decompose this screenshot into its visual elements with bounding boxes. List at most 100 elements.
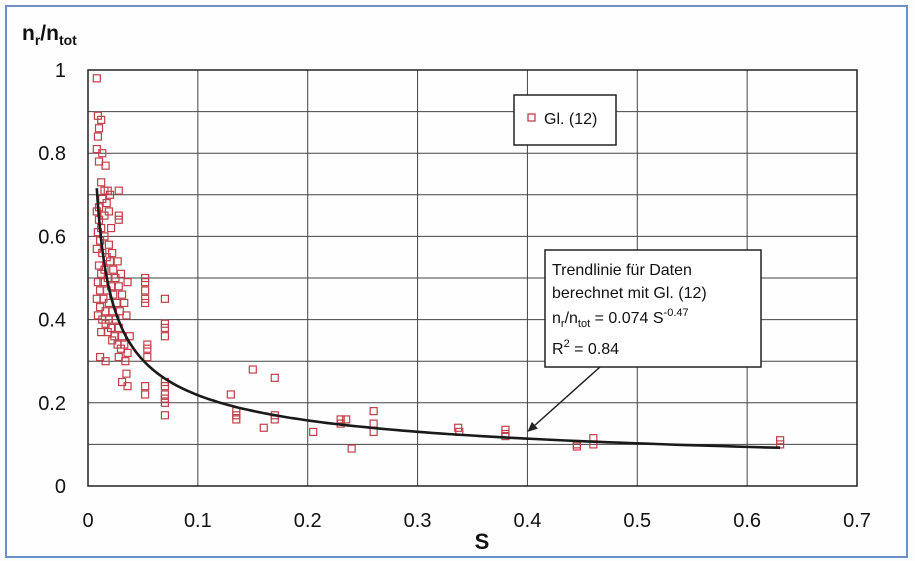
data-point (111, 273, 120, 283)
data-point (97, 327, 106, 337)
data-point (110, 332, 119, 341)
data-point (160, 332, 169, 341)
data-point (105, 257, 115, 266)
data-point (160, 390, 169, 399)
data-point (102, 199, 111, 208)
data-point (270, 373, 279, 382)
data-point (94, 124, 104, 133)
data-point (105, 190, 115, 199)
data-point (232, 411, 241, 420)
data-point (100, 186, 109, 195)
legend: Gl. (12) (513, 94, 617, 146)
annotation-box (544, 249, 762, 368)
data-point (99, 294, 108, 303)
y-axis-label: nr/ntot (22, 22, 77, 48)
data-point (775, 440, 785, 449)
y-tick-label: 0.2 (38, 393, 66, 415)
data-point (92, 294, 101, 303)
data-point (95, 286, 105, 295)
x-tick-label: 0 (82, 510, 93, 532)
data-point (121, 357, 130, 366)
y-tick-label: 0.4 (38, 310, 66, 332)
data-point (108, 248, 117, 258)
annotation-line-2: berechnet mit Gl. (12) (552, 285, 707, 302)
data-point (141, 273, 150, 283)
y-tick-label: 0.6 (38, 226, 66, 248)
data-point (123, 348, 132, 357)
data-point (369, 419, 378, 428)
data-point (97, 115, 106, 125)
data-point (123, 278, 132, 287)
data-point (92, 144, 101, 154)
data-point (160, 294, 169, 303)
data-point (116, 269, 126, 278)
data-point (97, 269, 106, 278)
x-tick-label: 0.6 (733, 510, 761, 532)
data-point (141, 298, 150, 308)
data-point (114, 352, 123, 362)
data-point (309, 427, 318, 437)
data-point (141, 294, 150, 303)
data-point (92, 244, 101, 253)
data-point (104, 240, 113, 249)
data-point (98, 149, 107, 158)
data-point (98, 194, 107, 204)
data-point (101, 357, 110, 366)
data-point (369, 407, 378, 416)
legend-label: Gl. (12) (544, 111, 597, 128)
trendline (95, 188, 781, 449)
data-point (109, 265, 118, 274)
data-point (94, 157, 104, 166)
data-point (347, 444, 356, 453)
data-point (95, 352, 105, 362)
x-axis-label: S (475, 529, 490, 554)
data-point (114, 215, 123, 224)
data-point (114, 282, 123, 291)
data-point (108, 336, 117, 345)
data-point (93, 278, 102, 287)
data-point (141, 286, 150, 295)
data-point (232, 415, 241, 424)
data-point (97, 178, 106, 187)
annotation-arrow (534, 366, 601, 426)
data-point (117, 290, 127, 299)
data-point (143, 340, 152, 349)
x-tick-label: 0.2 (294, 510, 322, 532)
data-points (92, 74, 785, 453)
y-tick-label: 1 (55, 60, 66, 82)
data-point (92, 207, 101, 216)
data-point (113, 257, 122, 266)
data-point (160, 319, 169, 328)
data-point (572, 442, 581, 451)
data-point (775, 436, 785, 445)
data-point (122, 311, 131, 320)
data-point (117, 377, 127, 387)
data-point (270, 415, 279, 424)
annotation-equation: nr/ntot = 0.074 S-0.47 (552, 307, 689, 330)
data-point (141, 278, 150, 287)
data-point (120, 298, 129, 308)
data-point (92, 74, 101, 83)
x-tick-label: 0.3 (404, 510, 432, 532)
data-point (141, 390, 150, 399)
data-point (143, 352, 152, 362)
data-point (95, 303, 105, 312)
y-tick-label: 0.8 (38, 143, 66, 165)
data-point (101, 319, 110, 328)
data-point (160, 394, 169, 403)
data-point (94, 261, 104, 270)
plot-area (87, 69, 858, 487)
data-point (143, 344, 152, 353)
data-point (104, 207, 113, 216)
data-point (93, 132, 102, 141)
data-point (106, 223, 116, 233)
data-point (160, 323, 169, 333)
annotation-arrowhead (527, 421, 538, 432)
legend-box (513, 94, 617, 146)
data-point (116, 344, 126, 353)
x-tick-label: 0.7 (843, 510, 871, 532)
data-point (100, 211, 109, 220)
data-point (114, 211, 123, 220)
data-point (93, 311, 102, 320)
